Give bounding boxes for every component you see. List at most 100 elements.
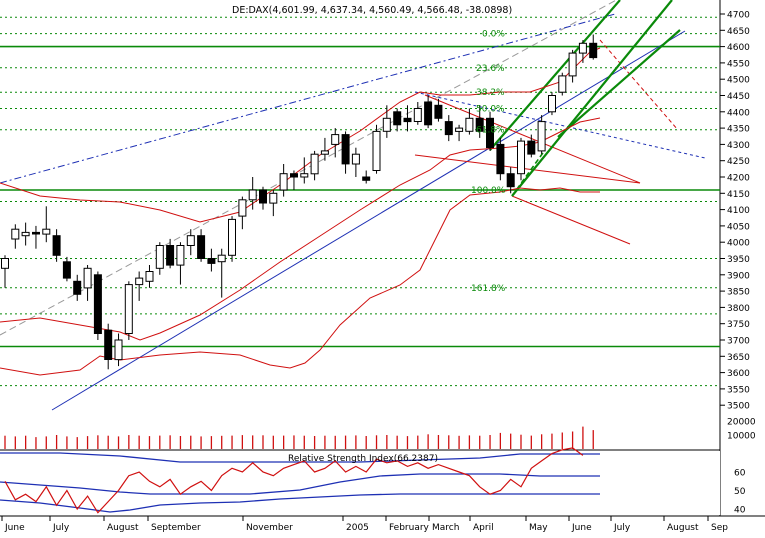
volume-tick-label-1: 20000 [727,418,756,428]
candle-body-32 [331,134,340,145]
candle-body-48 [496,143,505,175]
price-tick-label-11: 4050 [727,222,750,232]
price-tick-label-15: 4250 [727,157,750,167]
price-tick-label-10: 4000 [727,239,750,249]
blue-dotted-trendline [414,91,706,159]
fib-label-3: 61.8% [476,126,505,136]
price-tick-label-0: 3500 [727,402,750,412]
price-tick-label-7: 3850 [727,288,750,298]
candle-body-34 [351,153,360,165]
x-tick-label-0: June [4,523,25,533]
rsi-tick-label-1: 50 [734,487,746,497]
x-tick-label-6: February [389,523,430,533]
candle-body-10 [104,329,113,361]
x-tick-label-5: 2005 [346,523,369,533]
price-candles [1,34,598,370]
x-tick-label-3: September [151,523,201,533]
candle-body-51 [527,140,536,155]
x-tick-label-12: August [667,523,699,533]
candle-body-46 [475,117,484,132]
x-tick-label-2: August [107,523,139,533]
candle-body-17 [176,245,185,266]
rsi-tick-label-0: 40 [734,506,746,516]
trendline-drawings [0,0,706,411]
fib-label-4: 100.0% [471,186,506,196]
candle-body-20 [207,258,216,264]
red-projection-line [599,39,679,131]
candle-body-41 [424,101,433,126]
volume-tick-label-0: 10000 [727,432,756,442]
price-tick-label-16: 4300 [727,141,750,151]
x-tick-label-1: July [52,523,70,533]
x-tick-label-9: May [529,523,548,533]
price-tick-label-23: 4650 [727,27,750,37]
candle-body-56 [578,42,587,54]
candle-body-5 [52,235,61,256]
candle-body-45 [465,117,474,132]
candle-body-3 [32,231,40,235]
candle-body-38 [393,111,402,126]
fibonacci-labels: 0.0% 23.6% 38.2% 61.8% 100.0% 161.8% 50.0% [471,30,506,294]
candle-body-18 [186,235,195,246]
candle-body-2 [21,231,30,237]
candle-body-6 [62,261,71,279]
x-tick-label-4: November [246,523,293,533]
candle-body-39 [403,117,412,123]
x-tick-label-13: Sep [711,523,728,533]
candle-body-28 [290,173,298,178]
rsi-line [4,447,584,514]
price-tick-label-8: 3900 [727,271,750,281]
candle-body-24 [248,189,257,201]
gray-dashed-trendline [0,0,618,336]
candle-body-21 [217,254,226,263]
candle-body-29 [300,173,309,178]
fib-label-2: 38.2% [476,88,505,98]
fib-label-5: 161.8% [471,284,506,294]
price-tick-label-2: 3600 [727,369,750,379]
candle-body-7 [73,280,82,295]
candle-body-37 [382,117,391,132]
candle-body-9 [93,274,102,334]
chart-title: DE:DAX(4,601.99, 4,637.34, 4,560.49, 4,5… [232,5,512,16]
candle-body-43 [444,121,453,136]
price-tick-label-4: 3700 [727,337,750,347]
x-tick-label-11: July [613,523,631,533]
red-fan-line-middle [424,94,641,184]
candle-body-16 [166,245,175,266]
rsi-panel: Relative Strength Index(66.2387) 40 50 60 [0,447,746,516]
fib-label-obscured: 50.0% [476,105,505,115]
candle-body-4 [42,228,51,235]
candle-body-23 [238,199,247,217]
candle-body-19 [197,235,206,259]
candle-body-0 [1,258,9,269]
x-tick-label-8: April [473,523,494,533]
x-axis-ticks: June July August September November 2005 Febru… [1,516,728,533]
candle-body-15 [155,245,164,269]
price-tick-label-9: 3950 [727,255,750,265]
candle-body-55 [568,52,577,77]
candle-body-35 [362,176,371,181]
price-tick-label-21: 4550 [727,59,750,69]
candle-body-50 [517,140,525,175]
price-tick-label-3: 3650 [727,353,750,363]
candle-body-52 [537,121,546,152]
candle-body-44 [455,127,464,132]
x-tick-label-7: March [432,523,459,533]
price-tick-label-5: 3750 [727,320,750,330]
candle-body-22 [228,218,236,256]
candle-body-1 [11,228,20,240]
fib-label-1: 23.6% [476,64,505,74]
candle-body-12 [124,284,133,335]
rsi-tick-label-2: 60 [734,469,746,479]
candle-body-57 [589,42,598,59]
blue-support-trendline [51,30,686,411]
candle-body-53 [548,95,556,113]
candle-body-27 [279,173,288,191]
price-tick-label-24: 4700 [727,11,750,21]
blue-dashdot-trendline [0,13,616,184]
candle-body-54 [558,75,567,93]
rsi-title: Relative Strength Index(66.2387) [288,454,438,464]
price-tick-label-14: 4200 [727,174,750,184]
